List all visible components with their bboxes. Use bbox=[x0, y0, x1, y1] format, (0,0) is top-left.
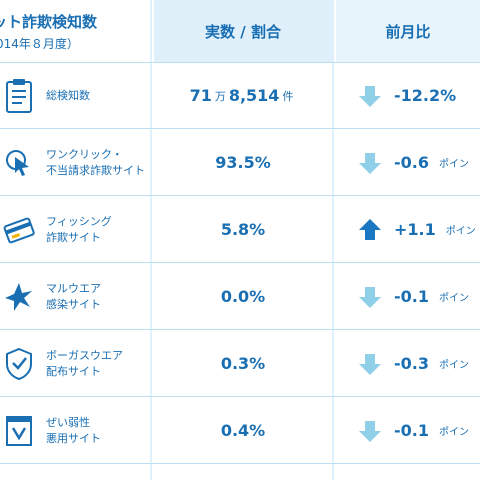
table-row: ワンクリック・ 不当請求詐欺サイト 93.5% -0.6 ポイン bbox=[0, 130, 480, 196]
header-divider bbox=[0, 62, 480, 63]
value-cell: 71 万 8,514 件 bbox=[189, 86, 294, 105]
credit-card-hook-icon bbox=[2, 210, 36, 250]
arrow-down-icon bbox=[359, 353, 381, 375]
table-row: 総検知数 71 万 8,514 件 -12.2% bbox=[0, 63, 480, 129]
change-cell: -0.3 ポイン bbox=[336, 331, 480, 396]
value-cell: 5.8% bbox=[220, 220, 266, 239]
bogus-shield-icon bbox=[2, 344, 36, 384]
vulnerability-window-icon bbox=[2, 411, 36, 451]
arrow-down-icon bbox=[359, 152, 381, 174]
arrow-down-icon bbox=[359, 286, 381, 308]
table-title: ット詐欺検知数 014年８月度） bbox=[0, 0, 150, 62]
column-divider bbox=[332, 0, 334, 480]
change-cell: -12.2% bbox=[336, 63, 480, 128]
change-cell: -0.1 ポイン bbox=[336, 264, 480, 329]
change-cell: -0.6 ポイン bbox=[336, 130, 480, 195]
cursor-click-icon bbox=[2, 143, 36, 183]
category-label: ぜい弱性 悪用サイト bbox=[46, 415, 101, 445]
value-cell: 0.4% bbox=[220, 421, 266, 440]
category-cell: フィッシング 詐欺サイト bbox=[0, 197, 150, 262]
category-label: ワンクリック・ 不当請求詐欺サイト bbox=[46, 147, 145, 177]
value-cell: 0.3% bbox=[220, 354, 266, 373]
category-cell: 総検知数 bbox=[0, 63, 150, 128]
arrow-down-icon bbox=[359, 85, 381, 107]
table-title-line2: 014年８月度） bbox=[0, 36, 79, 51]
category-cell: ぜい弱性 悪用サイト bbox=[0, 398, 150, 463]
change-cell: -0.1 ポイン bbox=[336, 398, 480, 463]
table-header: ット詐欺検知数 014年８月度） 実数 / 割合 前月比 bbox=[0, 0, 480, 62]
table-row: ぜい弱性 悪用サイト 0.4% -0.1 ポイン bbox=[0, 398, 480, 464]
column-header-value: 実数 / 割合 bbox=[154, 0, 332, 62]
column-header-compare: 前月比 bbox=[336, 0, 480, 62]
value-cell: 93.5% bbox=[215, 153, 271, 172]
value-cell: 0.0% bbox=[220, 287, 266, 306]
table-row: マルウエア 感染サイト 0.0% -0.1 ポイン bbox=[0, 264, 480, 330]
table-title-line1: ット詐欺検知数 bbox=[0, 12, 98, 31]
category-cell: マルウエア 感染サイト bbox=[0, 264, 150, 329]
table-row: ボーガスウエア 配布サイト 0.3% -0.3 ポイン bbox=[0, 331, 480, 397]
category-label: マルウエア 感染サイト bbox=[46, 281, 101, 311]
virus-star-icon bbox=[2, 277, 36, 317]
change-cell: +1.1 ポイン bbox=[336, 197, 480, 262]
arrow-up-icon bbox=[359, 218, 381, 240]
table-row: フィッシング 詐欺サイト 5.8% +1.1 ポイン bbox=[0, 197, 480, 263]
arrow-down-icon bbox=[359, 420, 381, 442]
category-cell: ボーガスウエア 配布サイト bbox=[0, 331, 150, 396]
category-label: フィッシング 詐欺サイト bbox=[46, 214, 112, 244]
category-cell: ワンクリック・ 不当請求詐欺サイト bbox=[0, 130, 150, 195]
category-label: ボーガスウエア 配布サイト bbox=[46, 348, 123, 378]
clipboard-list-icon bbox=[2, 76, 36, 116]
column-divider bbox=[150, 0, 152, 480]
category-label: 総検知数 bbox=[46, 88, 90, 102]
